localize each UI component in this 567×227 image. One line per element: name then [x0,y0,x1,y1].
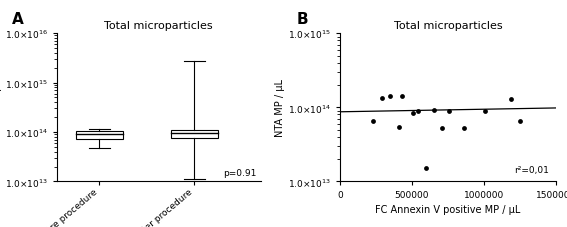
Bar [171,130,218,138]
Title: Total microparticles: Total microparticles [393,21,502,30]
Y-axis label: NTA MP / μL: NTA MP / μL [276,79,285,137]
Point [386,95,395,99]
Point [377,96,386,100]
Text: p=0.91: p=0.91 [223,168,256,177]
Point [395,125,404,129]
Point [414,110,423,114]
Title: Total microparticles: Total microparticles [104,21,213,30]
Bar [75,131,123,139]
X-axis label: FC Annexin V positive MP / μL: FC Annexin V positive MP / μL [375,204,521,214]
Point [409,111,418,115]
Point [515,120,524,123]
Point [397,95,407,99]
Point [438,127,447,131]
Point [422,167,431,170]
Point [506,98,515,101]
Point [369,120,378,123]
Text: r²=0,01: r²=0,01 [514,165,549,174]
Y-axis label: NTA MP / μL: NTA MP / μL [0,79,2,137]
Point [429,109,438,112]
Point [445,109,454,113]
Text: A: A [12,12,24,27]
Point [481,109,490,113]
Point [459,127,468,131]
Text: B: B [297,12,309,27]
